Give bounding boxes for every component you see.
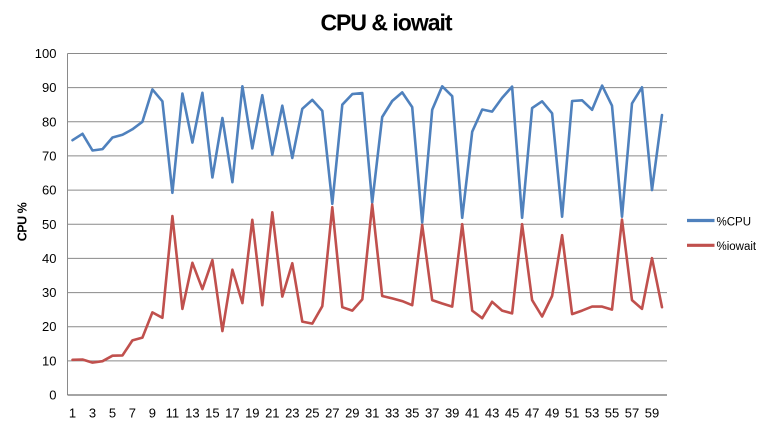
svg-text:20: 20	[42, 319, 56, 334]
svg-text:0: 0	[49, 388, 56, 403]
svg-text:15: 15	[205, 406, 219, 421]
svg-text:19: 19	[245, 406, 259, 421]
svg-text:3: 3	[89, 406, 96, 421]
svg-text:90: 90	[42, 80, 56, 95]
svg-text:80: 80	[42, 114, 56, 129]
svg-text:57: 57	[625, 406, 639, 421]
svg-text:39: 39	[445, 406, 459, 421]
svg-text:29: 29	[345, 406, 359, 421]
svg-text:47: 47	[525, 406, 539, 421]
svg-text:25: 25	[305, 406, 319, 421]
svg-text:49: 49	[545, 406, 559, 421]
svg-text:43: 43	[485, 406, 499, 421]
svg-text:1: 1	[69, 406, 76, 421]
svg-text:23: 23	[285, 406, 299, 421]
svg-text:50: 50	[42, 217, 56, 232]
svg-text:59: 59	[645, 406, 659, 421]
svg-text:27: 27	[325, 406, 339, 421]
svg-text:%iowait: %iowait	[717, 241, 757, 253]
svg-text:30: 30	[42, 285, 56, 300]
svg-text:31: 31	[365, 406, 379, 421]
svg-text:21: 21	[265, 406, 279, 421]
svg-text:13: 13	[185, 406, 199, 421]
svg-text:60: 60	[42, 183, 56, 198]
svg-text:CPU & iowait: CPU & iowait	[320, 10, 452, 36]
svg-text:53: 53	[585, 406, 599, 421]
svg-text:5: 5	[109, 406, 116, 421]
svg-text:7: 7	[129, 406, 136, 421]
svg-text:11: 11	[166, 406, 180, 421]
svg-text:41: 41	[465, 406, 479, 421]
svg-text:%CPU: %CPU	[717, 216, 752, 228]
svg-text:51: 51	[565, 406, 579, 421]
svg-text:CPU %: CPU %	[16, 202, 30, 241]
svg-text:45: 45	[505, 406, 519, 421]
svg-text:40: 40	[42, 251, 56, 266]
svg-text:33: 33	[385, 406, 399, 421]
svg-text:35: 35	[405, 406, 419, 421]
svg-text:17: 17	[225, 406, 239, 421]
svg-text:37: 37	[425, 406, 439, 421]
svg-text:55: 55	[605, 406, 619, 421]
svg-text:10: 10	[42, 353, 56, 368]
svg-text:100: 100	[35, 46, 57, 61]
svg-text:70: 70	[42, 148, 56, 163]
svg-text:9: 9	[149, 406, 156, 421]
